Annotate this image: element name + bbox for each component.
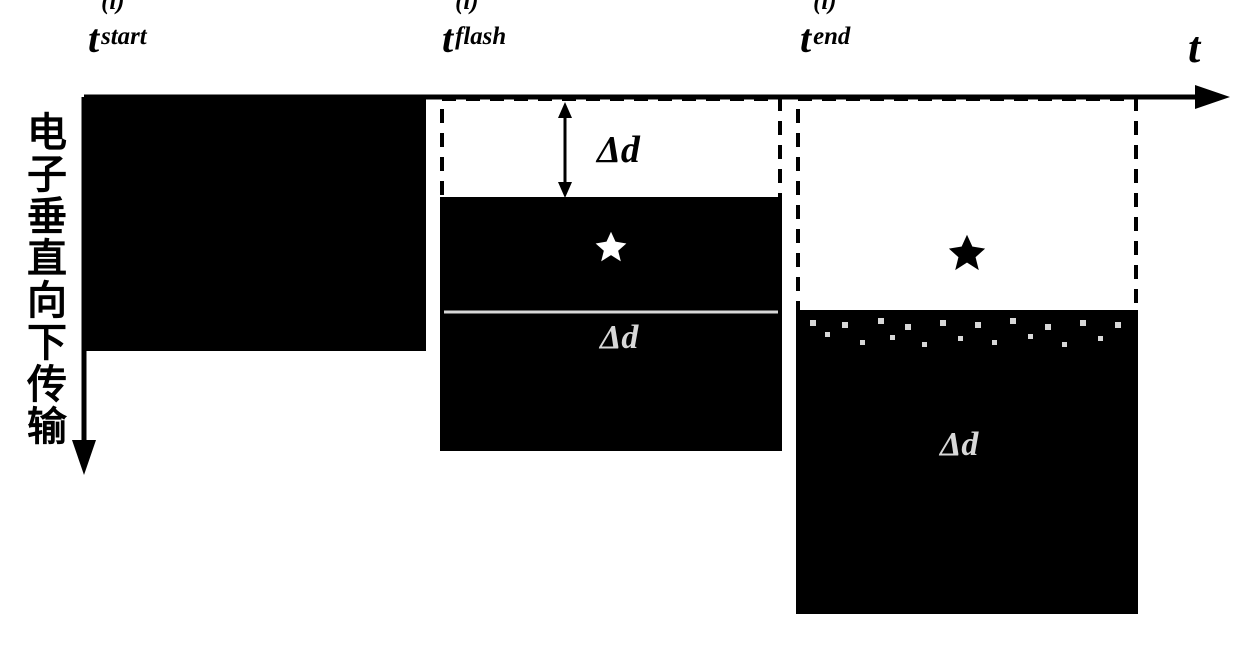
diagram-svg: Δd Δd (0, 0, 1240, 658)
frame-start-fill (86, 99, 424, 349)
time-axis-arrowhead (1195, 85, 1230, 109)
frame-flash-inner-delta: Δd (598, 319, 639, 356)
vertical-axis-arrowhead (72, 440, 96, 475)
end-star-icon (950, 236, 984, 269)
diagram-stage: 电 子 垂 直 向 下 传 输 t (i) start t (i) flash … (0, 0, 1240, 658)
frame-end-inner-delta: Δd (938, 426, 979, 463)
delta-d-arrow-up (558, 102, 572, 118)
frame-end-band (800, 314, 1134, 360)
delta-d-arrow-down (558, 182, 572, 198)
